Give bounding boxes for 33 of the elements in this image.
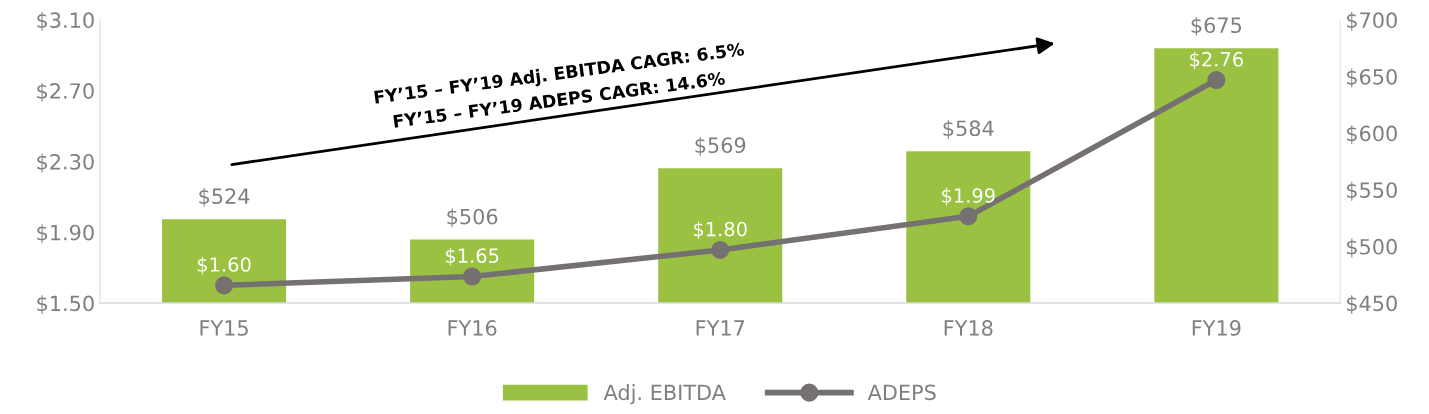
data-label: $1.60 bbox=[197, 256, 251, 275]
data-label: $675 bbox=[1191, 16, 1242, 36]
x-tick-label: FY19 bbox=[1192, 320, 1241, 336]
x-tick-label: FY15 bbox=[200, 320, 248, 336]
legend-label: ADEPS bbox=[867, 384, 936, 401]
y2-tick-label: $500 bbox=[1346, 238, 1397, 258]
y-tick-label: $2.30 bbox=[37, 153, 94, 173]
point bbox=[1207, 71, 1226, 90]
y-tick-label: $1.90 bbox=[37, 224, 94, 244]
y-tick-label: $1.50 bbox=[37, 295, 94, 315]
data-label: $584 bbox=[943, 119, 994, 139]
y-tick-label: $3.10 bbox=[37, 11, 94, 31]
point bbox=[711, 240, 730, 259]
y2-tick-label: $700 bbox=[1346, 11, 1397, 31]
data-label: $1.80 bbox=[694, 221, 747, 240]
data-label: $506 bbox=[447, 208, 498, 228]
y2-tick-label: $600 bbox=[1346, 125, 1397, 145]
data-label: $524 bbox=[199, 187, 250, 207]
data-label: $1.65 bbox=[445, 247, 499, 266]
y2-tick-label: $650 bbox=[1346, 68, 1397, 88]
x-tick-label: FY17 bbox=[696, 320, 745, 336]
y2-tick-label: $450 bbox=[1346, 295, 1397, 315]
x-tick-label: FY18 bbox=[944, 320, 993, 336]
y-tick-label: $2.70 bbox=[37, 82, 94, 102]
data-label: $569 bbox=[695, 136, 746, 156]
data-label: $1.99 bbox=[942, 187, 995, 206]
point bbox=[215, 276, 234, 295]
point bbox=[463, 267, 482, 286]
legend-label: Adj. EBITDA bbox=[603, 384, 726, 405]
data-label: $2.76 bbox=[1190, 51, 1243, 70]
x-tick-label: FY16 bbox=[448, 320, 497, 336]
point bbox=[959, 207, 978, 226]
y2-tick-label: $550 bbox=[1346, 181, 1397, 201]
